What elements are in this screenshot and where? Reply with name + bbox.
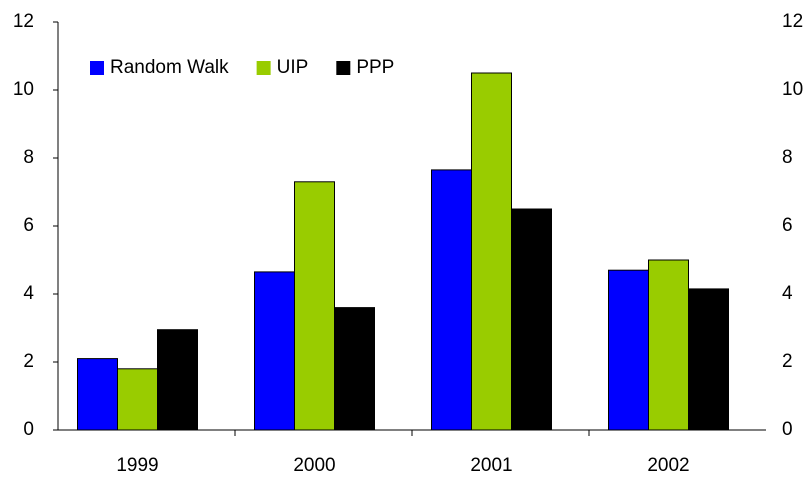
y-tick-label: 2 <box>23 351 34 372</box>
y2-tick-label: 12 <box>782 11 803 32</box>
y2-tick-label: 8 <box>782 147 793 168</box>
bar <box>157 329 198 431</box>
y2-tick-label: 4 <box>782 283 793 304</box>
legend-label: UIP <box>277 57 309 78</box>
y2-tick-label: 2 <box>782 351 793 372</box>
legend-swatch <box>256 61 271 75</box>
x-tick-label: 1999 <box>116 455 158 476</box>
bar <box>648 259 689 431</box>
bar <box>117 368 158 431</box>
y-tick-label: 4 <box>23 283 34 304</box>
bar <box>77 358 118 431</box>
bar <box>254 271 295 431</box>
y-tick-label: 12 <box>13 11 34 32</box>
legend-label: PPP <box>356 57 394 78</box>
legend-label: Random Walk <box>110 57 229 78</box>
x-tick-label: 2000 <box>293 455 335 476</box>
bar <box>431 169 472 431</box>
y-tick-label: 10 <box>13 79 34 100</box>
bar <box>334 307 375 431</box>
bar <box>471 72 512 431</box>
x-tick-label: 2001 <box>470 455 512 476</box>
y-tick-label: 6 <box>23 215 34 236</box>
bar <box>608 269 649 431</box>
y-tick-label: 8 <box>23 147 34 168</box>
bar <box>294 181 335 431</box>
y-tick-label: 0 <box>23 419 34 440</box>
legend-swatch <box>90 61 104 75</box>
legend-swatch <box>336 61 351 75</box>
y2-tick-label: 0 <box>782 419 793 440</box>
bar <box>688 288 729 431</box>
bar <box>511 208 552 431</box>
x-tick-label: 2002 <box>647 455 689 476</box>
y2-tick-label: 6 <box>782 215 793 236</box>
y2-tick-label: 10 <box>782 79 803 100</box>
